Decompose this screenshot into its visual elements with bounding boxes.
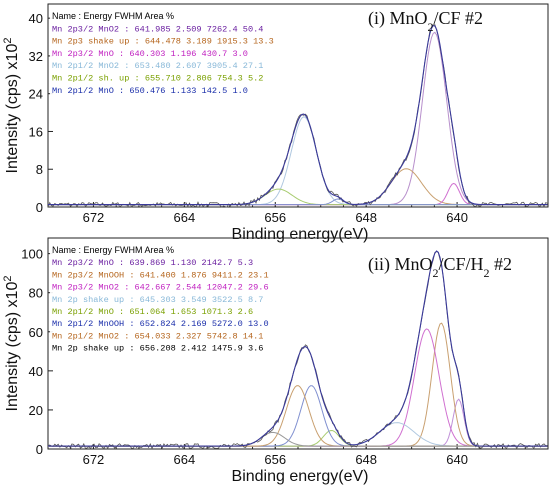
legend-entry: Mn 2p3/2 MnO : 640.303 1.196 430.7 3.0 [52,49,248,59]
component-peak [48,116,548,206]
x-tick-label: 640 [446,452,468,467]
legend-entry: Mn 2p3/2 MnO : 639.869 1.130 2142.7 5.3 [52,258,253,268]
y-tick-label: 20 [29,403,43,418]
y-tick-label: 0 [36,200,43,215]
legend-entry: Mn 2p1/2 MnO : 651.064 1.653 1071.3 2.6 [52,307,253,317]
legend-entry: Mn 2p3/2 MnOOH : 641.400 1.876 9411.2 23… [52,270,269,280]
panel-title-main: (ii) MnO [368,254,433,275]
component-peak [48,188,548,206]
panel-title-tail: /CF #2 [434,8,484,28]
y-tick-label: 60 [29,325,43,340]
x-tick-label: 672 [83,452,105,467]
legend-entry: Mn 2p shake up : 645.303 3.549 3522.5 8.… [52,295,263,305]
y-axis-label-sup: 2 [2,38,14,44]
x-tick-label: 648 [355,452,377,467]
y-axis-label: Intensity (cps) x102 [2,276,21,412]
legend-entry: Mn 2p1/2 MnOOH : 652.824 2.169 5272.0 13… [52,319,269,329]
component-peak [48,398,548,447]
y-axis-label-sup: 2 [2,276,14,282]
x-tick-label: 664 [174,210,196,225]
y-tick-label: 40 [29,11,43,26]
legend-box [50,9,294,99]
x-axis-label: Binding energy(eV) [232,468,369,485]
legend-box [50,243,294,357]
legend-entry: Mn 2p3 shake up : 644.478 3.189 1915.3 1… [52,37,274,47]
panel-title: (i) MnO2/CF #2 [368,8,483,34]
legend-entry: Mn 2p3/2 MnO2 : 642.667 2.544 12047.2 29… [52,283,269,293]
y-tick-label: 0 [36,442,43,457]
y-tick-label: 24 [29,87,43,102]
panel-title-sub: 2 [433,266,439,280]
y-tick-label: 80 [29,286,43,301]
panel-2: 672 664 656 648 640 0 20 40 60 80 100 Binding energ… [2,237,549,485]
x-tick-label: 656 [264,452,286,467]
y-tick-label: 100 [21,247,43,262]
panel-1: 672 664 656 648 640 0 8 16 24 32 40 Binding energy(… [2,3,549,243]
panel-title-tail: /CF/H [439,254,484,274]
panel-title-tail2: #2 [490,254,513,274]
x-tick-label: 648 [355,210,377,225]
legend-entry: Mn 2p shake up : 656.208 2.412 1475.9 3.… [52,344,263,354]
panel-title-sub: 2 [428,20,434,34]
legend-header: Name : Energy FWHM Area % [52,11,174,21]
y-tick-label: 40 [29,364,43,379]
legend-entry: Mn 2p1/2 MnO : 650.476 1.133 142.5 1.0 [52,86,248,96]
x-tick-label: 664 [174,452,196,467]
fit-envelope [48,250,548,447]
panel-title-main: (i) MnO [368,8,428,29]
panel-title: (ii) MnO2/CF/H2 #2 [368,254,512,280]
x-axis-label: Binding energy(eV) [232,226,369,243]
y-tick-label: 32 [29,49,43,64]
y-axis-label: Intensity (cps) x102 [2,38,21,174]
component-peak [48,182,548,206]
y-tick-label: 16 [29,124,43,139]
x-tick-label: 640 [446,210,468,225]
legend-header: Name : Energy FWHM Area % [52,245,174,255]
legend-entry: Mn 2p3/2 MnO2 : 641.985 2.509 7262.4 50.… [52,24,263,34]
component-peak [48,422,548,447]
x-tick-label: 656 [264,210,286,225]
legend-entry: Mn 2p1/2 sh. up : 655.710 2.806 754.3 5.… [52,74,263,84]
y-tick-label: 8 [36,162,43,177]
legend-entry: Mn 2p1/2 MnO2 : 653.480 2.607 3905.4 27.… [52,61,263,71]
panel-title-sub2: 2 [484,266,490,280]
legend-entry: Mn 2p1/2 MnO2 : 654.033 2.327 5742.8 14.… [52,331,263,341]
component-peak [48,385,548,447]
fit-envelope [48,24,548,206]
x-tick-label: 672 [83,210,105,225]
component-peak [48,385,548,447]
